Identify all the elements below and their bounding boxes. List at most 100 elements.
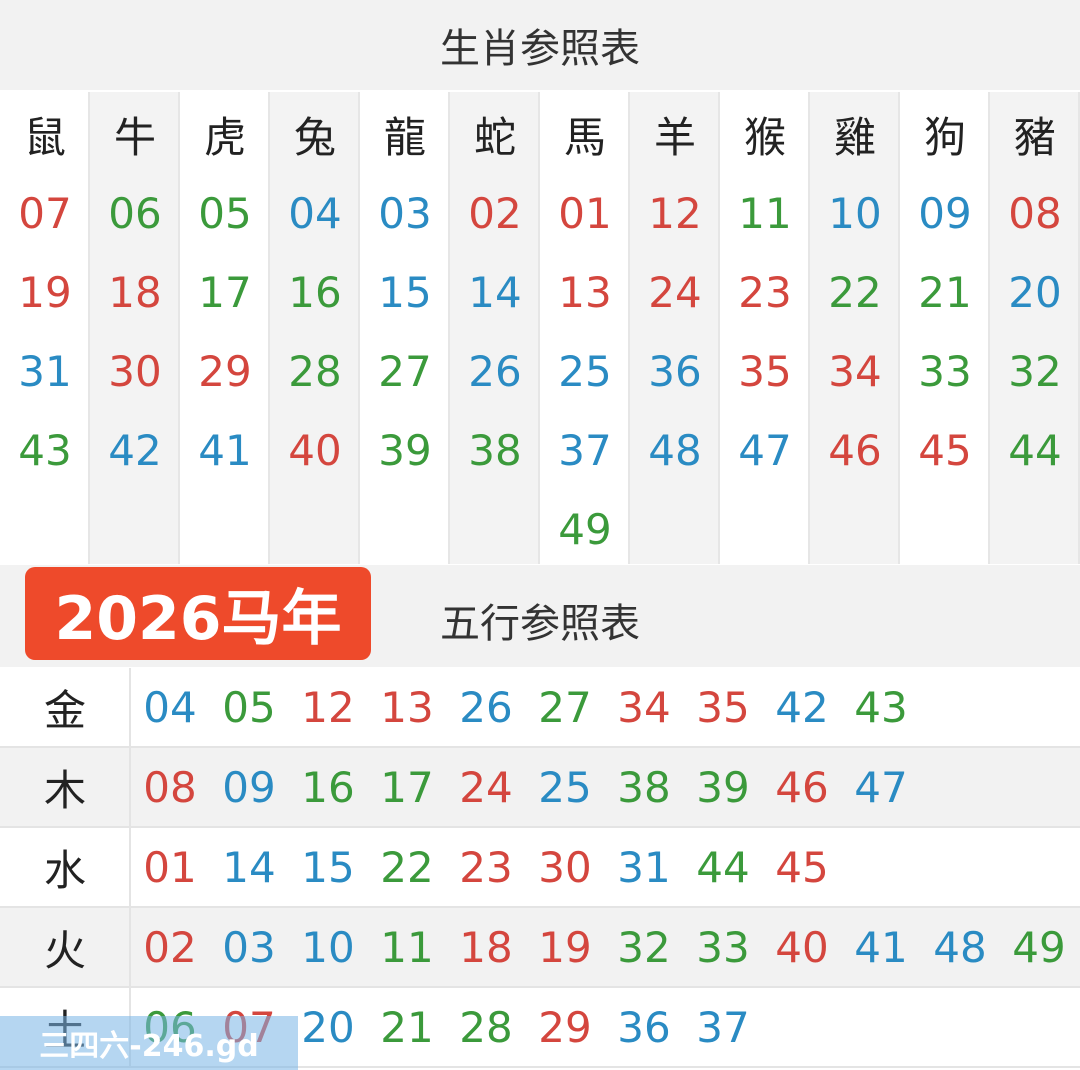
element-number: 32 bbox=[617, 922, 671, 972]
zodiac-number: 22 bbox=[828, 268, 882, 317]
element-number: 29 bbox=[538, 1002, 592, 1052]
zodiac-number: 04 bbox=[288, 189, 342, 238]
zodiac-number: 27 bbox=[378, 347, 432, 396]
zodiac-column bbox=[900, 92, 990, 564]
element-number: 49 bbox=[1012, 922, 1066, 972]
element-number: 15 bbox=[301, 842, 355, 892]
zodiac-name: 狗 bbox=[923, 113, 966, 162]
zodiac-number: 13 bbox=[558, 268, 612, 317]
zodiac-name: 馬 bbox=[563, 113, 606, 162]
label-divider bbox=[129, 908, 131, 986]
zodiac-number: 16 bbox=[288, 268, 342, 317]
zodiac-number: 35 bbox=[738, 347, 792, 396]
zodiac-number: 24 bbox=[648, 268, 702, 317]
label-divider bbox=[129, 828, 131, 906]
element-number: 45 bbox=[775, 842, 829, 892]
zodiac-number: 03 bbox=[378, 189, 432, 238]
zodiac-name: 兔 bbox=[293, 113, 336, 162]
element-number: 09 bbox=[222, 762, 276, 812]
zodiac-number: 21 bbox=[918, 268, 972, 317]
zodiac-number: 30 bbox=[108, 347, 162, 396]
element-number: 22 bbox=[380, 842, 434, 892]
label-divider bbox=[129, 668, 131, 746]
zodiac-number: 19 bbox=[18, 268, 72, 317]
zodiac-number: 20 bbox=[1008, 268, 1062, 317]
zodiac-column bbox=[0, 92, 90, 564]
zodiac-column bbox=[90, 92, 180, 564]
element-number: 27 bbox=[538, 682, 592, 732]
zodiac-column bbox=[540, 92, 630, 564]
zodiac-number: 28 bbox=[288, 347, 342, 396]
zodiac-number: 33 bbox=[918, 347, 972, 396]
zodiac-name: 雞 bbox=[833, 113, 876, 162]
zodiac-number: 42 bbox=[108, 426, 162, 475]
zodiac-column bbox=[630, 92, 720, 564]
element-number: 39 bbox=[696, 762, 750, 812]
element-number: 31 bbox=[617, 842, 671, 892]
element-number: 01 bbox=[143, 842, 197, 892]
zodiac-number: 25 bbox=[558, 347, 612, 396]
element-number: 04 bbox=[143, 682, 197, 732]
element-row bbox=[0, 908, 1080, 988]
element-number: 03 bbox=[222, 922, 276, 972]
zodiac-column bbox=[810, 92, 900, 564]
zodiac-name: 虎 bbox=[203, 113, 246, 162]
zodiac-number: 02 bbox=[468, 189, 522, 238]
zodiac-number: 14 bbox=[468, 268, 522, 317]
element-row bbox=[0, 668, 1080, 748]
element-name: 金 bbox=[43, 685, 86, 735]
zodiac-number: 18 bbox=[108, 268, 162, 317]
zodiac-number: 43 bbox=[18, 426, 72, 475]
element-number: 47 bbox=[854, 762, 908, 812]
zodiac-number: 31 bbox=[18, 347, 72, 396]
zodiac-number: 37 bbox=[558, 426, 612, 475]
element-number: 37 bbox=[696, 1002, 750, 1052]
element-number: 25 bbox=[538, 762, 592, 812]
zodiac-column bbox=[990, 92, 1080, 564]
zodiac-number: 01 bbox=[558, 189, 612, 238]
element-number: 08 bbox=[143, 762, 197, 812]
zodiac-number: 45 bbox=[918, 426, 972, 475]
zodiac-column bbox=[720, 92, 810, 564]
zodiac-number: 23 bbox=[738, 268, 792, 317]
zodiac-number: 26 bbox=[468, 347, 522, 396]
element-number: 36 bbox=[617, 1002, 671, 1052]
zodiac-number: 29 bbox=[198, 347, 252, 396]
element-name: 木 bbox=[43, 765, 86, 815]
element-number: 11 bbox=[380, 922, 434, 972]
element-number: 19 bbox=[538, 922, 592, 972]
zodiac-title: 生肖参照表 bbox=[440, 26, 640, 72]
element-name: 水 bbox=[43, 845, 86, 895]
element-number: 21 bbox=[380, 1002, 434, 1052]
element-number: 41 bbox=[854, 922, 908, 972]
element-number: 26 bbox=[459, 682, 513, 732]
element-number: 38 bbox=[617, 762, 671, 812]
zodiac-name: 羊 bbox=[653, 113, 696, 162]
elements-title: 五行参照表 bbox=[440, 601, 640, 647]
element-number: 46 bbox=[775, 762, 829, 812]
zodiac-number: 40 bbox=[288, 426, 342, 475]
zodiac-number: 12 bbox=[648, 189, 702, 238]
zodiac-number: 39 bbox=[378, 426, 432, 475]
zodiac-number: 17 bbox=[198, 268, 252, 317]
zodiac-number: 36 bbox=[648, 347, 702, 396]
element-number: 16 bbox=[301, 762, 355, 812]
element-number: 10 bbox=[301, 922, 355, 972]
zodiac-number: 32 bbox=[1008, 347, 1062, 396]
zodiac-column bbox=[270, 92, 360, 564]
zodiac-name: 龍 bbox=[383, 113, 426, 162]
element-number: 40 bbox=[775, 922, 829, 972]
element-number: 13 bbox=[380, 682, 434, 732]
title-bar bbox=[0, 0, 1080, 90]
zodiac-number: 15 bbox=[378, 268, 432, 317]
zodiac-number: 48 bbox=[648, 426, 702, 475]
watermark: 三四六-246.gd bbox=[0, 1016, 298, 1070]
zodiac-number: 44 bbox=[1008, 426, 1062, 475]
element-number: 44 bbox=[696, 842, 750, 892]
zodiac-number: 08 bbox=[1008, 189, 1062, 238]
element-number: 20 bbox=[301, 1002, 355, 1052]
zodiac-number: 38 bbox=[468, 426, 522, 475]
element-number: 43 bbox=[854, 682, 908, 732]
zodiac-name: 豬 bbox=[1013, 113, 1056, 162]
